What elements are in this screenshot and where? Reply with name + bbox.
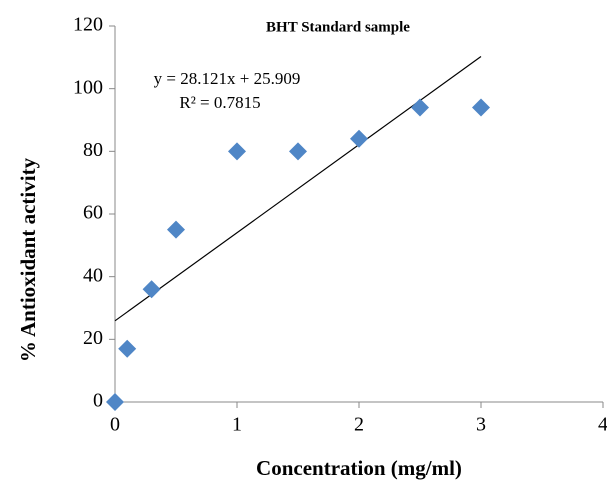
x-tick-label: 0 <box>110 414 120 436</box>
y-tick-label: 120 <box>73 14 103 36</box>
data-point <box>142 280 161 299</box>
trendline-r2: R² = 0.7815 <box>179 93 260 112</box>
chart-title: BHT Standard sample <box>266 19 410 35</box>
data-point <box>228 142 246 161</box>
data-point <box>289 142 307 161</box>
data-point <box>411 98 429 117</box>
data-point <box>167 220 185 239</box>
x-axis-title: Concentration (mg/ml) <box>256 456 462 480</box>
y-axis-title: % Antioxidant activity <box>16 157 40 362</box>
x-tick-label: 2 <box>354 414 364 436</box>
y-tick-label: 60 <box>83 202 103 224</box>
x-tick-label: 3 <box>476 414 486 436</box>
x-tick-label: 4 <box>598 414 607 436</box>
trendline <box>114 55 482 322</box>
data-point <box>118 339 137 358</box>
y-tick-label: 20 <box>83 327 103 349</box>
data-point <box>472 98 490 117</box>
y-tick-label: 0 <box>93 390 103 412</box>
data-point <box>106 393 124 411</box>
trendline-equation: y = 28.121x + 25.909 <box>154 69 301 88</box>
x-tick-label: 1 <box>232 414 242 436</box>
y-tick-label: 40 <box>83 264 103 286</box>
y-tick-label: 100 <box>73 76 103 98</box>
y-tick-label: 80 <box>83 139 103 161</box>
data-point <box>350 129 368 148</box>
